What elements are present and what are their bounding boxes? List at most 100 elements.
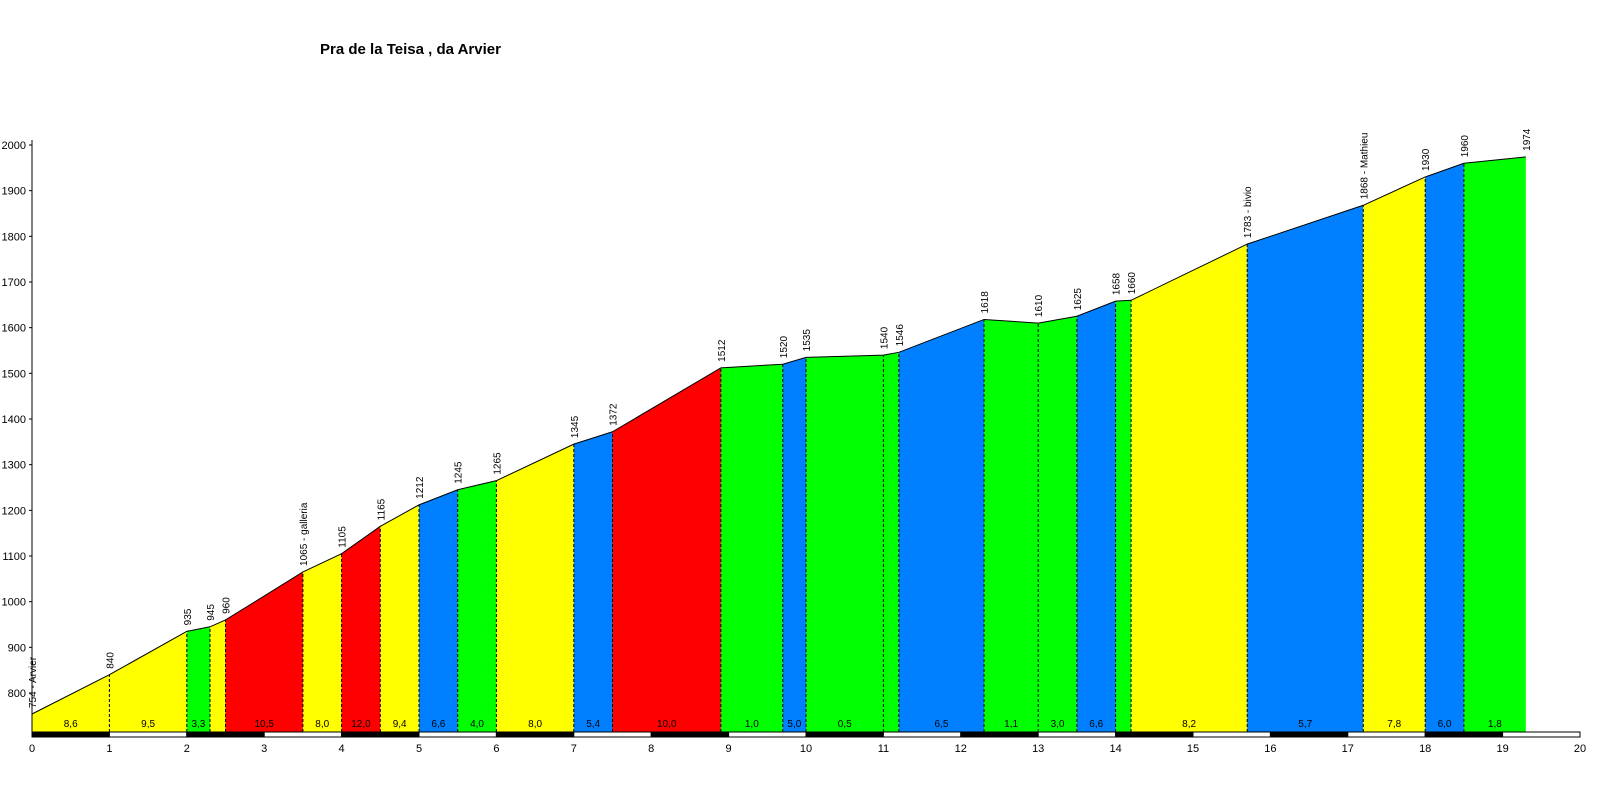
segment-area-6 <box>341 526 381 732</box>
y-tick-label: 1500 <box>2 368 26 380</box>
x-axis-ticks: 0 1 2 3 4 5 6 7 8 9 10 11 12 13 14 15 16 17 18 19 20 <box>29 743 1586 755</box>
km-bar-block <box>418 731 497 738</box>
segment-area-16 <box>883 352 899 732</box>
point-label: 1540 <box>879 326 890 349</box>
grade-label: 9,5 <box>141 719 155 730</box>
segment-area-0 <box>32 674 110 732</box>
segment-dividers <box>108 163 1465 732</box>
point-label: 1658 <box>1112 272 1123 295</box>
x-tick-label: 2 <box>184 743 190 755</box>
km-bar-block <box>1269 731 1349 738</box>
point-label: 1868 - Mathieu <box>1359 133 1370 200</box>
grade-label: 7,8 <box>1387 719 1401 730</box>
km-bar-block <box>1347 731 1426 738</box>
km-bar-block <box>1115 731 1194 738</box>
km-bar-block <box>882 731 962 738</box>
x-tick-label: 15 <box>1187 743 1199 755</box>
grade-label: 3,3 <box>191 719 205 730</box>
point-label: 840 <box>105 652 116 669</box>
x-tick-label: 10 <box>800 743 812 755</box>
x-tick-label: 5 <box>416 743 422 755</box>
point-label: 1930 <box>1421 148 1432 171</box>
y-axis-ticks: 800 900 1000 1100 1200 1300 1400 1500 1600 1700 18… <box>2 140 32 700</box>
segment-area-26 <box>1463 156 1526 732</box>
y-tick-label: 1100 <box>2 551 26 563</box>
point-label: 1065 - galleria <box>299 502 310 566</box>
grade-label: 5,4 <box>586 719 600 730</box>
x-tick-label: 17 <box>1342 743 1354 755</box>
km-bar-block <box>805 731 884 738</box>
point-label: 1625 <box>1073 288 1084 311</box>
grade-label: 6,0 <box>1438 719 1452 730</box>
x-tick-label: 19 <box>1496 743 1508 755</box>
x-tick-label: 16 <box>1264 743 1276 755</box>
profile-line <box>31 156 1526 715</box>
km-bar-block <box>495 731 575 738</box>
y-tick-label: 1700 <box>2 277 26 289</box>
segment-area-17 <box>898 319 985 732</box>
km-bar-block <box>108 731 188 738</box>
y-tick-label: 800 <box>8 688 26 700</box>
km-bar-block <box>1424 731 1504 738</box>
grade-label: 0,5 <box>838 719 852 730</box>
x-tick-label: 11 <box>878 743 889 755</box>
segment-area-14 <box>782 357 806 732</box>
segment-area-11 <box>573 431 613 732</box>
point-label: 1512 <box>717 339 728 362</box>
y-tick-label: 2000 <box>2 140 26 152</box>
grade-label: 4,0 <box>470 719 484 730</box>
x-tick-label: 6 <box>493 743 499 755</box>
segment-area-3 <box>210 619 226 732</box>
chart-title: Pra de la Teisa , da Arvier <box>320 41 501 58</box>
grade-label: 5,7 <box>1298 719 1312 730</box>
segment-area-2 <box>186 626 211 732</box>
x-tick-label: 7 <box>571 743 577 755</box>
grade-label: 8,0 <box>528 719 542 730</box>
x-tick-label: 1 <box>106 743 112 755</box>
point-label: 1618 <box>980 291 991 314</box>
point-label: 1245 <box>454 461 465 484</box>
point-label: 1105 <box>338 526 349 548</box>
x-tick-label: 18 <box>1419 743 1431 755</box>
segment-area-15 <box>806 355 884 732</box>
x-tick-label: 4 <box>339 743 345 755</box>
grade-labels: 8,6 9,5 3,3 10,5 8,0 12,0 9,4 6,6 4,0 8,0 5,4 10,0 1… <box>64 719 1502 730</box>
km-bar-block <box>1037 731 1117 738</box>
point-label: 1974 <box>1522 128 1533 151</box>
grade-label: 5,0 <box>787 719 801 730</box>
segment-area-21 <box>1115 300 1132 732</box>
point-label: 1372 <box>609 403 620 426</box>
point-label: 1345 <box>570 415 581 438</box>
point-label: 1960 <box>1460 135 1471 158</box>
segment-area-20 <box>1076 301 1116 732</box>
x-tick-label: 14 <box>1109 743 1121 755</box>
grade-label: 6,6 <box>431 719 445 730</box>
point-label: 1546 <box>895 324 906 347</box>
x-tick-label: 0 <box>29 743 35 755</box>
km-bar-block <box>573 731 652 738</box>
grade-label: 3,0 <box>1051 719 1065 730</box>
point-label: 935 <box>183 608 194 625</box>
grade-label: 6,5 <box>934 719 948 730</box>
point-label: 1165 <box>376 498 387 520</box>
y-tick-label: 1600 <box>2 323 26 335</box>
grade-label: 10,0 <box>657 719 677 730</box>
km-bar-block <box>650 731 730 738</box>
point-label: 1520 <box>779 336 790 359</box>
point-label: 1265 <box>492 452 503 475</box>
grade-label: 8,0 <box>315 719 329 730</box>
point-label: 1212 <box>415 476 426 499</box>
point-label: 754 - Arvier <box>28 656 39 708</box>
segment-area-24 <box>1363 176 1426 732</box>
y-tick-label: 1800 <box>2 231 26 243</box>
y-tick-label: 1200 <box>2 505 26 517</box>
km-bar-block <box>31 731 110 738</box>
segment-area-18 <box>984 319 1039 732</box>
x-tick-label: 9 <box>726 743 732 755</box>
segment-area-19 <box>1038 316 1077 732</box>
point-label: 960 <box>222 597 233 614</box>
grade-label: 1,8 <box>1488 719 1502 730</box>
y-tick-label: 1400 <box>2 414 26 426</box>
point-label: 1535 <box>802 329 813 352</box>
